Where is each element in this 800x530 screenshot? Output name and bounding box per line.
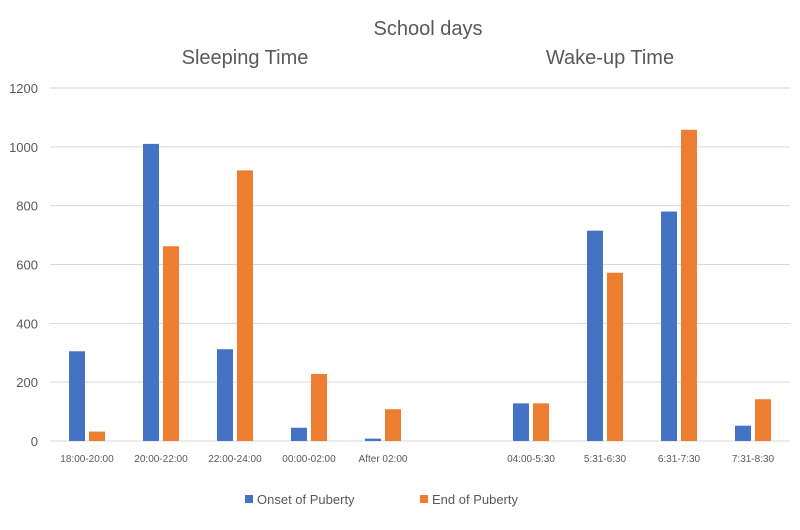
bars: [69, 129, 771, 441]
y-tick-label: 200: [16, 375, 38, 390]
bar-end: [755, 399, 771, 441]
legend-swatch: [245, 495, 253, 503]
legend-swatch: [420, 495, 428, 503]
bar-end: [163, 246, 179, 441]
bar-onset: [513, 403, 529, 441]
bar-end: [533, 403, 549, 441]
bar-onset: [661, 211, 677, 441]
y-tick-label: 400: [16, 316, 38, 331]
bar-end: [681, 129, 697, 441]
x-tick-label: After 02:00: [359, 454, 408, 465]
y-axis-ticks: 0 200 400 600 800 1000 1200: [9, 81, 38, 449]
bar-onset: [69, 351, 85, 441]
x-axis-ticks: 18:00-20:00 20:00-22:00 22:00-24:00 00:00-0…: [60, 454, 774, 465]
legend-label: Onset of Puberty: [257, 492, 355, 507]
x-tick-label: 22:00-24:00: [208, 454, 262, 465]
bar-onset: [365, 438, 381, 441]
bar-onset: [587, 230, 603, 441]
group-title-wakeup: Wake-up Time: [546, 47, 674, 69]
bar-end: [385, 409, 401, 441]
legend: Onset of Puberty End of Puberty: [245, 492, 518, 507]
group-title-sleeping: Sleeping Time: [182, 47, 309, 69]
y-tick-label: 1000: [9, 140, 38, 155]
y-tick-label: 800: [16, 199, 38, 214]
x-tick-label: 5:31-6:30: [584, 454, 627, 465]
bar-end: [607, 272, 623, 441]
legend-label: End of Puberty: [432, 492, 518, 507]
bar-end: [237, 170, 253, 441]
x-tick-label: 18:00-20:00: [60, 454, 114, 465]
y-tick-label: 0: [31, 434, 38, 449]
x-tick-label: 20:00-22:00: [134, 454, 188, 465]
x-tick-label: 6:31-7:30: [658, 454, 701, 465]
bar-end: [89, 431, 105, 441]
chart-title: School days: [374, 18, 483, 40]
bar-onset: [735, 425, 751, 441]
x-tick-label: 7:31-8:30: [732, 454, 775, 465]
x-tick-label: 00:00-02:00: [282, 454, 336, 465]
bar-end: [311, 373, 327, 441]
y-tick-label: 1200: [9, 81, 38, 96]
x-tick-label: 04:00-5:30: [507, 454, 555, 465]
y-tick-label: 600: [16, 258, 38, 273]
bar-onset: [217, 349, 233, 441]
gridlines: [50, 87, 790, 442]
bar-onset: [291, 427, 307, 441]
bar-onset: [143, 143, 159, 441]
